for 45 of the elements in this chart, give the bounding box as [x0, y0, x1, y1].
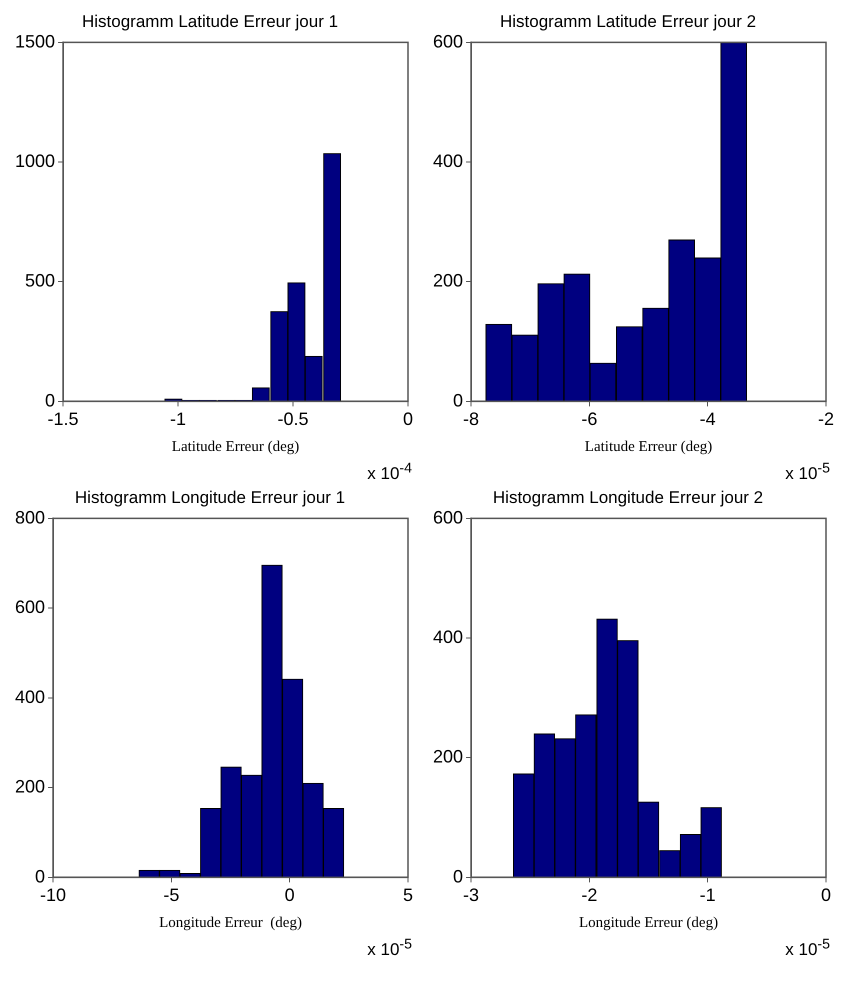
- x-tick-label: 5: [402, 885, 414, 906]
- x-tick-label: -3: [463, 885, 480, 906]
- chart-title: Histogramm Latitude Erreur jour 2: [500, 12, 756, 31]
- x-tick-label: -10: [40, 885, 66, 906]
- y-tick-label: 200: [432, 270, 464, 291]
- y-tick-label: 1000: [14, 151, 56, 172]
- chart-title: Histogramm Longitude Erreur jour 2: [492, 488, 764, 507]
- x-tick-label: -1: [700, 885, 716, 906]
- y-tick-label: 400: [432, 151, 464, 172]
- x-tick-label: -1.5: [48, 409, 79, 430]
- x-tick-label: 0: [284, 885, 295, 906]
- y-tick-label: 200: [432, 746, 464, 767]
- text: x 10$^{-4}$: [367, 460, 412, 483]
- text: x 10$^{-5}$: [785, 460, 830, 483]
- x-tick-label: 0: [402, 409, 414, 430]
- x-tick-label: -2: [818, 409, 834, 430]
- chart-title: Histogramm Longitude Erreur jour 1: [74, 488, 346, 507]
- y-tick-label: 800: [14, 507, 46, 528]
- x-axis-title: Longitude Erreur (deg): [578, 914, 718, 931]
- text: x 10$^{-5}$: [785, 936, 830, 959]
- y-tick-label: 0: [45, 390, 56, 410]
- y-tick-label: 0: [453, 866, 464, 886]
- x-tick-label: -8: [463, 409, 480, 430]
- x-axis-title: Latitude Erreur (deg): [172, 438, 300, 455]
- x-tick-label: -2: [581, 885, 598, 906]
- y-tick-label: 400: [432, 627, 464, 648]
- chart-title: Histogramm Latitude Erreur jour 1: [82, 12, 338, 31]
- x-tick-label: -1: [170, 409, 186, 430]
- x-tick-label: -4: [700, 409, 716, 430]
- x-tick-label: -6: [581, 409, 598, 430]
- y-tick-label: 400: [14, 686, 46, 707]
- y-tick-label: 0: [35, 866, 46, 886]
- y-tick-label: 500: [24, 270, 56, 291]
- x-tick-label: 0: [820, 885, 832, 906]
- x-tick-label: -5: [163, 885, 180, 906]
- y-tick-label: 0: [453, 390, 464, 410]
- x-axis-title: Latitude Erreur (deg): [584, 438, 712, 455]
- y-tick-label: 600: [14, 597, 46, 618]
- y-tick-label: 600: [432, 507, 464, 528]
- text: x 10$^{-5}$: [367, 936, 412, 959]
- y-tick-label: 1500: [14, 31, 56, 52]
- y-tick-label: 600: [432, 31, 464, 52]
- y-tick-label: 200: [14, 776, 46, 797]
- x-axis-title: Longitude Erreur (deg): [159, 914, 302, 931]
- x-tick-label: -0.5: [278, 409, 309, 430]
